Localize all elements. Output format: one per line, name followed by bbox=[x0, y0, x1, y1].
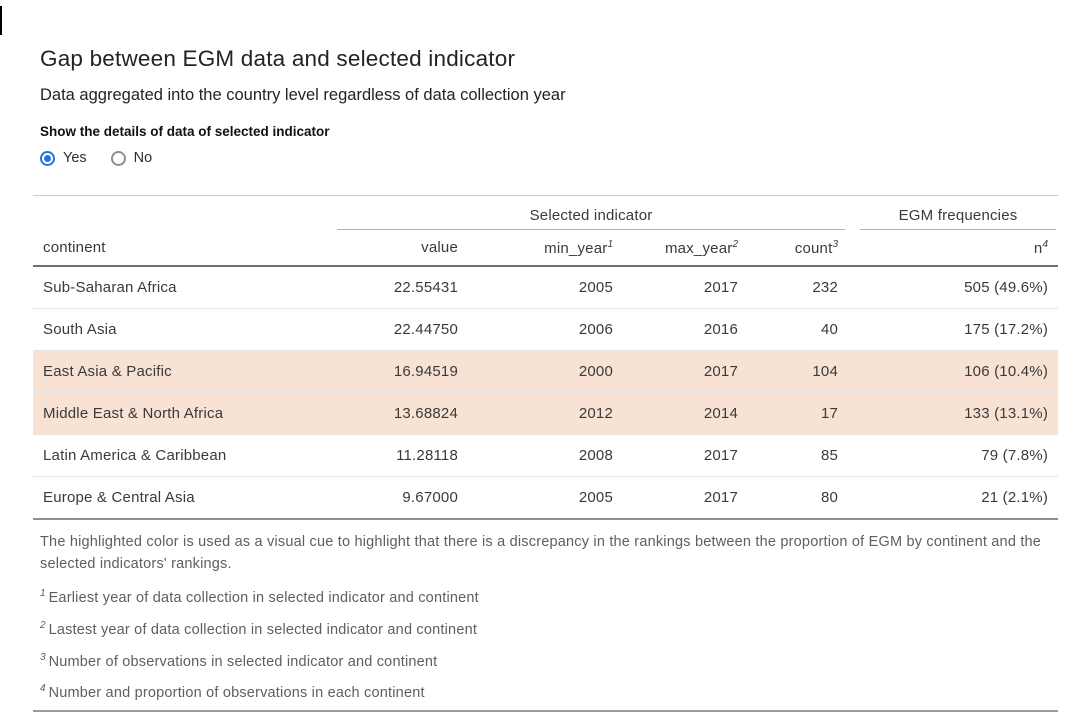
column-header-min-year: min_year1 bbox=[468, 230, 623, 267]
column-header-value: value bbox=[333, 230, 468, 267]
table-header-row: continent value min_year1 max_year2 coun… bbox=[33, 230, 1059, 267]
table-row: Middle East & North Africa 13.68824 2012 20… bbox=[33, 392, 1059, 435]
table-body: Sub-Saharan Africa 22.55431 2005 2017 232 505… bbox=[33, 266, 1059, 520]
table-cell-count: 104 bbox=[748, 350, 849, 393]
column-header-continent: continent bbox=[33, 230, 333, 267]
table-cell-count: 232 bbox=[812, 279, 839, 296]
table-cell-max-year: 2017 bbox=[623, 476, 748, 520]
footnote-1: 1 Earliest year of data collection in sel… bbox=[40, 588, 479, 606]
table-cell-max-year: 2014 bbox=[623, 392, 748, 435]
page-title: Gap between EGM data and selected indica… bbox=[40, 46, 516, 71]
radio-unselected-icon[interactable] bbox=[110, 150, 126, 166]
footnote-marker: 4 bbox=[40, 683, 46, 695]
table-cell-n: 133 (13.1%) bbox=[848, 392, 1059, 435]
table-row: Sub-Saharan Africa 22.55431 2005 2017 232 505… bbox=[33, 266, 1058, 309]
table-cell-min-year: 2005 bbox=[578, 279, 613, 296]
table-cell-count: 85 bbox=[748, 434, 849, 477]
radio-selected-icon[interactable] bbox=[40, 150, 55, 166]
radio-option-yes-label[interactable]: Yes bbox=[63, 150, 87, 166]
table-cell-min-year: 2012 bbox=[468, 392, 623, 435]
footnote-marker: 1 bbox=[40, 588, 46, 599]
table-cell-value: 22.55431 bbox=[393, 279, 458, 296]
table-cell-value: 11.28118 bbox=[333, 434, 468, 477]
column-header-n: n4 bbox=[848, 230, 1059, 267]
screen-edge-artifact bbox=[0, 6, 2, 35]
table-cell-n: 106 (10.4%) bbox=[848, 350, 1059, 393]
table-spanner-row: Selected indicator EGM frequencies bbox=[33, 196, 1058, 231]
spanner-selected-indicator: Selected indicator bbox=[333, 196, 848, 230]
table-cell-count: 40 bbox=[748, 308, 849, 351]
table-cell-max-year: 2017 bbox=[623, 434, 748, 477]
table-cell-continent: Middle East & North Africa bbox=[33, 392, 333, 435]
footnote-marker: 2 bbox=[732, 238, 738, 250]
column-header-count: count3 bbox=[748, 230, 849, 267]
table-cell-value: 22.44750 bbox=[333, 308, 468, 351]
footnote-4: 4 Number and proportion of observations i… bbox=[40, 683, 425, 702]
table-cell-n: 175 (17.2%) bbox=[848, 308, 1059, 351]
table-cell-n: 505 (49.6%) bbox=[964, 279, 1049, 296]
table-cell-value: 13.68824 bbox=[333, 392, 468, 435]
table-cell-n: 21 (2.1%) bbox=[848, 476, 1059, 520]
table-cell-n: 79 (7.8%) bbox=[848, 434, 1059, 477]
footnote-3: 3 Number of observations in selected indi… bbox=[40, 651, 438, 670]
table-cell-max-year: 2016 bbox=[623, 308, 748, 351]
table-cell-continent: Latin America & Caribbean bbox=[33, 434, 333, 477]
table-cell-continent: South Asia bbox=[33, 308, 333, 351]
table-row: South Asia 22.44750 2006 2016 40 175 (17.2%) bbox=[33, 308, 1059, 351]
table-cell-min-year: 2000 bbox=[468, 350, 623, 393]
radio-option-no[interactable]: No bbox=[110, 150, 153, 166]
footnote-marker: 2 bbox=[40, 619, 46, 631]
table-cell-min-year: 2006 bbox=[468, 308, 623, 351]
spanner-egm-frequencies: EGM frequencies bbox=[848, 196, 1058, 230]
footnote-marker: 3 bbox=[832, 238, 839, 250]
table-cell-value: 16.94519 bbox=[333, 350, 468, 393]
column-header-max-year: max_year2 bbox=[623, 230, 748, 267]
table-cell-max-year: 2017 bbox=[703, 279, 738, 296]
page-subtitle: Data aggregated into the country level r… bbox=[40, 86, 566, 104]
table-cell-continent: Europe & Central Asia bbox=[33, 476, 333, 520]
footnote-marker: 3 bbox=[40, 651, 46, 663]
radio-option-no-label[interactable]: No bbox=[133, 150, 153, 166]
footnote-marker: 4 bbox=[1042, 238, 1049, 250]
footnote-marker: 1 bbox=[607, 238, 613, 250]
footnote-2: 2 Lastest year of data collection in sele… bbox=[40, 619, 478, 638]
table-cell-count: 80 bbox=[748, 476, 849, 520]
table-cell-max-year: 2017 bbox=[623, 350, 748, 393]
table-cell-continent: Sub-Saharan Africa bbox=[43, 279, 177, 296]
highlight-explanation-note: The highlighted color is used as a visua… bbox=[40, 534, 1042, 572]
table-cell-continent: East Asia & Pacific bbox=[33, 350, 333, 393]
data-table: Selected indicator EGM frequencies conti… bbox=[33, 195, 1059, 520]
table-row: Europe & Central Asia 9.67000 2005 2017 80 21… bbox=[33, 476, 1059, 520]
table-cell-value: 9.67000 bbox=[333, 476, 468, 520]
radio-group-label: Show the details of data of selected ind… bbox=[40, 124, 330, 139]
table-cell-min-year: 2008 bbox=[468, 434, 623, 477]
radio-group-show-details: Yes No bbox=[40, 150, 1085, 166]
table-cell-min-year: 2005 bbox=[468, 476, 623, 520]
table-row: Latin America & Caribbean 11.28118 2008 201… bbox=[33, 434, 1059, 477]
table-footnotes: The highlighted color is used as a visua… bbox=[33, 520, 1058, 712]
table-row: East Asia & Pacific 16.94519 2000 2017 104 10… bbox=[33, 350, 1059, 393]
table-cell-count: 17 bbox=[748, 392, 849, 435]
radio-option-yes[interactable]: Yes bbox=[40, 150, 87, 166]
spanner-spacer bbox=[33, 196, 333, 231]
